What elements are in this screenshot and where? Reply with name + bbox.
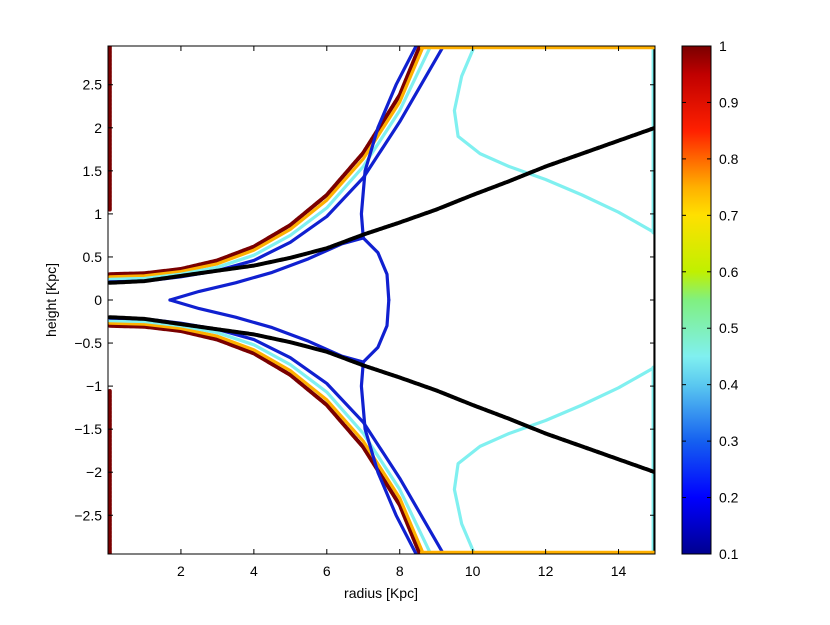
- x-axis: 2 4 6 8 10 12 14: [177, 46, 627, 579]
- colorbar-tick-label: 0.1: [719, 546, 739, 562]
- contour-lines: [108, 46, 655, 554]
- contour-line-1-lower: [108, 321, 425, 554]
- y-tick-label: 2.5: [83, 77, 103, 93]
- x-tick-label: 8: [396, 563, 404, 579]
- x-axis-label: radius [Kpc]: [344, 585, 418, 601]
- contour-line-6: [452, 46, 655, 235]
- y-axis: −2.5 −2 −1.5 −1 −0.5 0 0.5 1 1.5 2 2.5: [74, 77, 655, 523]
- contour-line-4-lower: [168, 298, 391, 364]
- contour-line-8-lower: [108, 315, 655, 475]
- y-tick-label: −2.5: [74, 507, 102, 523]
- colorbar-tick-label: 0.9: [719, 94, 739, 110]
- x-tick-label: 6: [323, 563, 331, 579]
- y-tick-label: 2: [94, 120, 102, 136]
- y-tick-label: 1: [94, 206, 102, 222]
- y-tick-label: −0.5: [74, 335, 102, 351]
- colorbar: [681, 45, 712, 555]
- contour-line-2-lower: [108, 319, 433, 554]
- contour-line-1: [108, 46, 425, 279]
- colorbar-tick-label: 0.5: [719, 320, 739, 336]
- colorbar-tick-label: 0.7: [719, 207, 739, 223]
- y-tick-label: −1: [86, 378, 102, 394]
- colorbar-axis: 0.1 0.2 0.3 0.4 0.5 0.6 0.7 0.8 0.9 1: [682, 38, 739, 562]
- colorbar-tick-label: 1: [719, 38, 727, 54]
- y-tick-label: −2: [86, 464, 102, 480]
- y-tick-label: 0: [94, 292, 102, 308]
- contour-line-5: [359, 46, 418, 240]
- contour-line-8: [108, 125, 655, 285]
- colorbar-tick-label: 0.6: [719, 264, 739, 280]
- x-tick-label: 10: [465, 563, 481, 579]
- x-tick-label: 4: [250, 563, 258, 579]
- contour-line-2: [108, 46, 433, 281]
- contour-line-5-lower: [359, 360, 418, 554]
- contour-line-6-lower: [452, 365, 655, 554]
- colorbar-tick-label: 0.8: [719, 151, 739, 167]
- y-axis-label: height [Kpc]: [43, 263, 59, 337]
- colorbar-tick-label: 0.4: [719, 377, 739, 393]
- y-tick-label: −1.5: [74, 421, 102, 437]
- colorbar-tick-label: 0.2: [719, 490, 739, 506]
- y-tick-label: 0.5: [83, 249, 103, 265]
- contour-line-0-lower: [108, 323, 422, 554]
- x-tick-label: 2: [177, 563, 185, 579]
- contour-line-0: [108, 46, 422, 277]
- y-tick-label: 1.5: [83, 163, 103, 179]
- colorbar-tick-label: 0.3: [719, 433, 739, 449]
- contour-line-4: [168, 236, 391, 302]
- x-tick-label: 14: [611, 563, 627, 579]
- x-tick-label: 12: [538, 563, 554, 579]
